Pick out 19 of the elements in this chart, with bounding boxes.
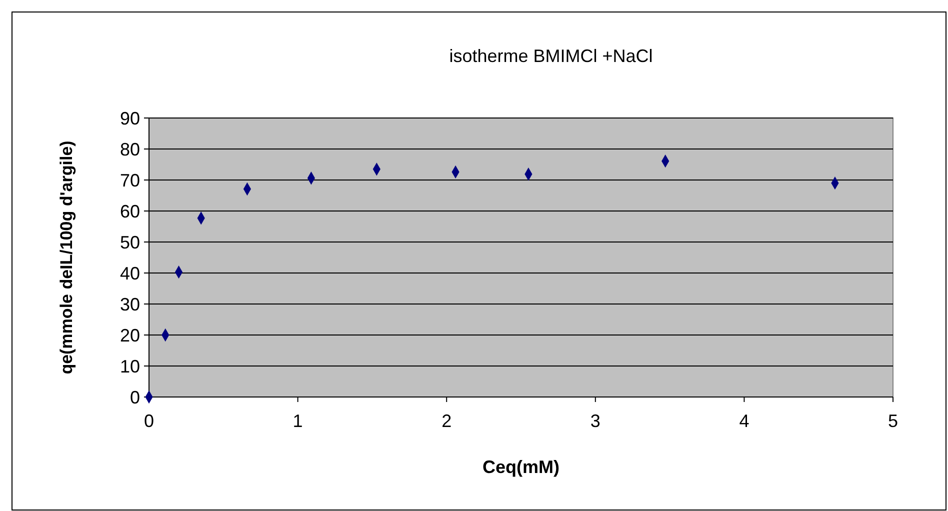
y-tick-label: 50 — [120, 232, 140, 252]
x-tick-label: 2 — [442, 411, 452, 431]
y-tick-label: 60 — [120, 201, 140, 222]
y-tick-label: 20 — [120, 325, 140, 346]
x-tick-label: 4 — [739, 411, 750, 431]
y-tick-label: 80 — [120, 139, 140, 160]
y-tick-label: 90 — [120, 108, 140, 128]
x-axis-title: Ceq(mM) — [482, 457, 560, 477]
chart-title: isotherme BMIMCl +NaCl — [449, 46, 653, 66]
y-tick-label: 70 — [120, 170, 140, 190]
y-tick-label: 10 — [120, 356, 140, 376]
x-tick-label: 5 — [888, 411, 898, 431]
x-tick-label: 3 — [590, 411, 600, 431]
y-tick-label: 40 — [120, 263, 140, 284]
y-tick-label: 0 — [130, 387, 140, 408]
x-tick-label: 1 — [292, 411, 303, 431]
x-tick-label: 0 — [144, 411, 154, 431]
y-axis-title: qe(mmole deIL/100g d'argile) — [57, 140, 76, 374]
y-tick-label: 30 — [120, 294, 140, 314]
